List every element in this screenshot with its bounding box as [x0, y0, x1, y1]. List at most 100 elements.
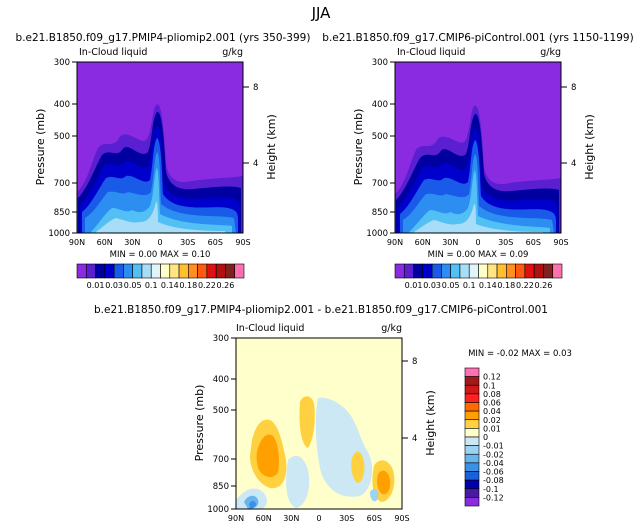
- colorbar-swatch: [464, 367, 480, 377]
- colorbar-label: 0.1: [463, 281, 476, 290]
- colorbar-label: 0.08: [483, 390, 501, 399]
- colorbar-swatch: [524, 263, 535, 279]
- colorbar-swatch: [160, 263, 171, 279]
- p3-xtick: 90S: [394, 514, 409, 523]
- colorbar-swatch: [197, 263, 208, 279]
- colorbar-swatch: [464, 479, 480, 490]
- p3-xtick: 30N: [283, 514, 299, 523]
- colorbar-label: 0.06: [483, 399, 501, 408]
- p3-ytick: 850: [213, 482, 229, 492]
- colorbar-swatch: [464, 497, 480, 507]
- colorbar-swatch: [104, 263, 115, 279]
- p1-xtick: 60S: [208, 238, 223, 247]
- panel2-units: g/kg: [540, 47, 561, 58]
- panel3-units: g/kg: [381, 323, 402, 334]
- p3-ytick: 300: [213, 334, 229, 344]
- colorbar-swatch: [506, 263, 516, 279]
- p1-xtick: 30S: [180, 238, 195, 247]
- colorbar-swatch: [464, 393, 480, 403]
- p3-xtick: 90N: [228, 514, 244, 523]
- p2-xtick: 30N: [442, 238, 458, 247]
- p1-ytick: 850: [54, 208, 70, 218]
- colorbar-swatch: [464, 402, 480, 412]
- colorbar-label: 0.22: [516, 281, 534, 290]
- p3-ytick: 1000: [207, 505, 229, 515]
- colorbar-label: 0.26: [217, 281, 235, 290]
- colorbar-label: 0.26: [535, 281, 553, 290]
- p2-xtick: 30S: [498, 238, 513, 247]
- p3-ytick: 700: [213, 455, 229, 465]
- colorbar-label: 0.22: [198, 281, 216, 290]
- panel1-stats: MIN = 0.00 MAX = 0.10: [110, 250, 211, 260]
- colorbar-swatch: [487, 263, 498, 279]
- p3-xtick: 60N: [256, 514, 272, 523]
- panel1-axes: 300 400 500 700 850 1000 Pressure (mb) 8…: [34, 58, 278, 247]
- p3-ytick: 400: [213, 375, 229, 385]
- p2-ylabel: Pressure (mb): [352, 109, 365, 186]
- colorbar-swatch: [123, 263, 133, 279]
- colorbar-swatch: [496, 263, 507, 279]
- p2-ytick: 500: [372, 132, 388, 142]
- p2-ytick: 700: [372, 179, 388, 189]
- colorbar-swatch: [85, 263, 96, 279]
- colorbar-swatch: [464, 453, 480, 464]
- colorbar-swatch: [441, 263, 451, 279]
- colorbar-label: 0: [483, 433, 488, 442]
- colorbar-label: 0.1: [483, 381, 496, 390]
- p3-ylabel: Pressure (mb): [193, 385, 206, 462]
- season-title: JJA: [311, 4, 332, 22]
- colorbar-swatch: [141, 263, 152, 279]
- colorbar-swatch: [515, 263, 526, 279]
- colorbar-swatch: [225, 263, 236, 279]
- p3-htick: 4: [412, 434, 417, 444]
- colorbar-swatch: [95, 263, 106, 279]
- p2-htick: 8: [571, 83, 576, 93]
- p3-xtick: 60S: [367, 514, 382, 523]
- colorbar-swatch: [464, 376, 480, 386]
- p2-xtick: 0: [475, 238, 480, 247]
- panel3-field: In-Cloud liquid: [236, 323, 304, 334]
- colorbar-swatch: [450, 263, 461, 279]
- colorbar-label: -0.12: [483, 493, 504, 502]
- p3-htick: 8: [412, 357, 417, 367]
- colorbar-swatch: [464, 419, 480, 429]
- p2-ytick: 300: [372, 58, 388, 68]
- panel2-stats: MIN = 0.00 MAX = 0.09: [428, 250, 529, 260]
- p1-xtick: 0: [157, 238, 162, 247]
- p1-ytick: 500: [54, 132, 70, 142]
- p1-xtick: 30N: [124, 238, 140, 247]
- p1-htick: 8: [253, 83, 258, 93]
- colorbar-swatch: [468, 263, 479, 279]
- p2-htick: 4: [571, 159, 576, 169]
- panel3-contours: [236, 338, 402, 509]
- colorbar-label: 0.04: [483, 407, 501, 416]
- p2-xtick: 60S: [526, 238, 541, 247]
- p2-xtick: 60N: [415, 238, 431, 247]
- panel3-stats: MIN = -0.02 MAX = 0.03: [468, 349, 572, 359]
- colorbar-label: 0.18: [179, 281, 197, 290]
- colorbar-swatch: [178, 263, 189, 279]
- colorbar-swatch: [464, 436, 480, 446]
- colorbar-label: 0.14: [161, 281, 179, 290]
- colorbar-swatch: [543, 263, 554, 279]
- p3-ytick: 500: [213, 406, 229, 416]
- p1-ytick: 400: [54, 100, 70, 110]
- colorbar-label: 0.01: [483, 424, 501, 433]
- p1-ytick: 300: [54, 58, 70, 68]
- panel-picontrol: b.e21.B1850.f09_g17.CMIP6-piControl.001 …: [322, 32, 633, 290]
- panel1-title: b.e21.B1850.f09_g17.PMIP4-pliomip2.001 (…: [16, 32, 311, 44]
- colorbar-swatch: [215, 263, 226, 279]
- colorbar-swatch: [188, 263, 198, 279]
- panel1-units: g/kg: [222, 47, 243, 58]
- p1-hlabel: Height (km): [265, 114, 278, 180]
- colorbar-swatch: [464, 488, 480, 498]
- colorbar-label: 0.01: [87, 281, 105, 290]
- colorbar-swatch: [206, 263, 217, 279]
- panel2-title: b.e21.B1850.f09_g17.CMIP6-piControl.001 …: [322, 32, 633, 44]
- colorbar-label: 0.05: [124, 281, 142, 290]
- p2-ytick: 400: [372, 100, 388, 110]
- colorbar-label: 0.03: [423, 281, 441, 290]
- p1-xtick: 90N: [69, 238, 85, 247]
- colorbar-swatch: [76, 263, 87, 279]
